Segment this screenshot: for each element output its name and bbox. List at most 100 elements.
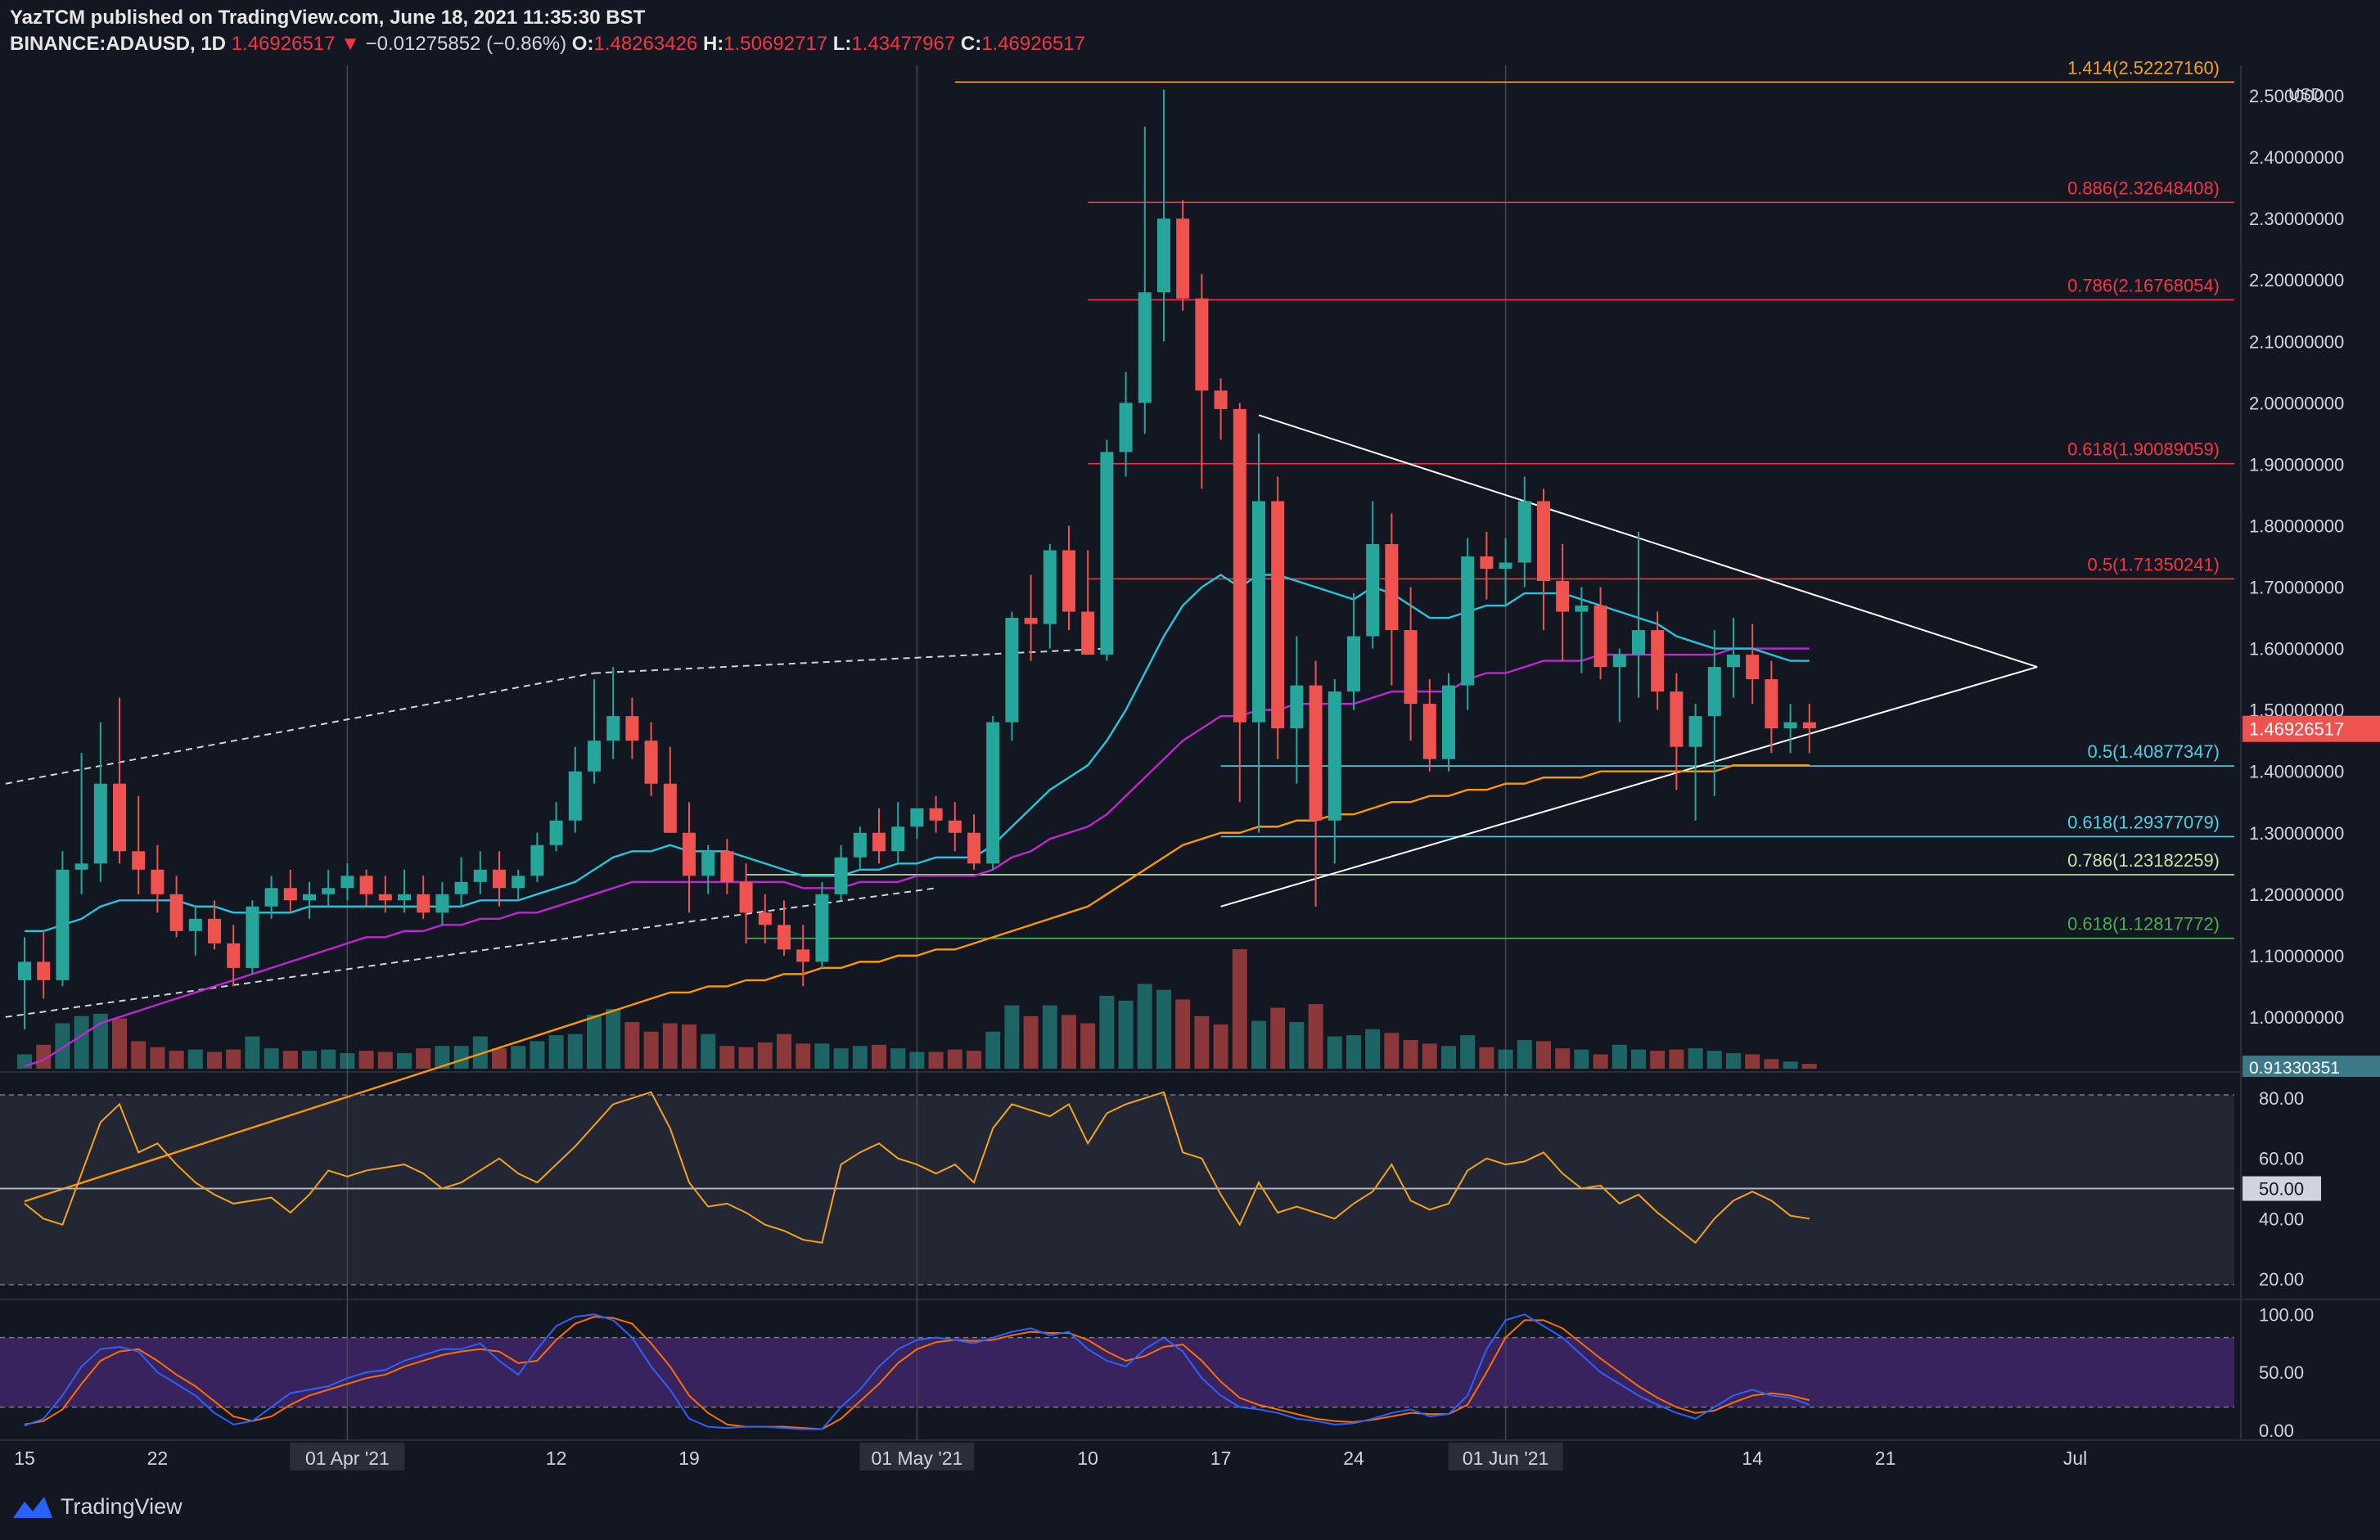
volume-bar-71 xyxy=(852,1046,868,1069)
candle-body-296 xyxy=(1575,606,1589,612)
price-tick-333: 2.20000000 xyxy=(2249,270,2344,290)
volume-bar-32 xyxy=(112,1018,127,1069)
candle-body-244 xyxy=(1081,611,1095,655)
candle-body-164 xyxy=(322,888,336,894)
stoch-d-line-354 xyxy=(24,1316,1810,1430)
volume-bar-108 xyxy=(1555,1048,1571,1069)
volume-bar-90 xyxy=(1213,1024,1228,1069)
rsi-line-345 xyxy=(24,1091,1810,1245)
volume-bar-83 xyxy=(1080,1023,1096,1069)
candle-body-302 xyxy=(1632,630,1645,655)
candle-body-206 xyxy=(720,851,734,882)
candle-body-166 xyxy=(340,876,354,889)
volume-bar-88 xyxy=(1175,999,1191,1069)
volume-bar-89 xyxy=(1194,1015,1210,1069)
candle-body-200 xyxy=(663,783,677,833)
fib-label-26: 0.618(1.12817772) xyxy=(2067,914,2220,934)
volume-bar-42 xyxy=(302,1051,317,1069)
dashed-trendline-124 xyxy=(5,936,575,1018)
price-tick-335: 2.40000000 xyxy=(2249,147,2344,168)
volume-bar-91 xyxy=(1232,949,1247,1069)
volume-bar-85 xyxy=(1118,1000,1134,1069)
volume-bar-94 xyxy=(1289,1022,1305,1069)
stoch-band-bg-1 xyxy=(0,1337,2234,1407)
volume-bar-103 xyxy=(1460,1035,1476,1069)
volume-bar-55 xyxy=(548,1035,564,1069)
price-tick-336: 2.50000000 xyxy=(2249,86,2344,106)
candle-body-264 xyxy=(1271,501,1285,729)
volume-bar-31 xyxy=(92,1013,108,1069)
candle-body-250 xyxy=(1138,292,1152,403)
volume-bar-67 xyxy=(777,1033,791,1069)
low-value: 1.43477967 xyxy=(851,33,956,55)
volume-tag-text-341: 0.91330351 xyxy=(2249,1059,2340,1078)
close-value: 1.46926517 xyxy=(981,33,1085,55)
publisher-line: YazTCM published on TradingView.com, Jun… xyxy=(10,7,646,29)
candle-body-292 xyxy=(1537,501,1550,582)
tradingview-logo[interactable]: TradingView xyxy=(11,1494,183,1520)
candle-body-312 xyxy=(1727,655,1740,668)
rsi-tick-349: 80.00 xyxy=(2259,1088,2304,1109)
candle-body-192 xyxy=(588,741,601,772)
volume-bar-36 xyxy=(187,1049,203,1069)
rsi-level-text-351: 50.00 xyxy=(2259,1179,2304,1200)
volume-bar-59 xyxy=(624,1022,640,1069)
candle-body-276 xyxy=(1385,543,1399,631)
price-change: −0.01275852 (−0.86%) xyxy=(365,33,567,55)
volume-bar-49 xyxy=(435,1046,450,1069)
candle-body-144 xyxy=(132,851,146,870)
candle-body-256 xyxy=(1195,298,1209,391)
candle-body-230 xyxy=(948,820,962,833)
candle-body-300 xyxy=(1612,655,1626,668)
volume-bar-37 xyxy=(207,1051,222,1069)
fib-label-20: 0.5(1.40877347) xyxy=(2088,741,2220,762)
volume-bar-66 xyxy=(757,1042,773,1069)
candle-body-284 xyxy=(1461,556,1475,686)
volume-bar-34 xyxy=(150,1047,165,1069)
price-tick-330: 1.90000000 xyxy=(2249,454,2344,475)
symbol-name[interactable]: BINANCE:ADAUSD, 1D xyxy=(10,33,227,55)
candle-body-152 xyxy=(208,918,221,943)
volume-bar-27 xyxy=(17,1054,32,1069)
triangle-lower-line-127 xyxy=(1220,666,2038,907)
dashed-trendline-123 xyxy=(593,647,1107,674)
volume-bar-111 xyxy=(1611,1044,1627,1069)
time-tick-362: 01 Apr '21 xyxy=(305,1448,390,1469)
volume-bar-105 xyxy=(1498,1049,1513,1069)
volume-bar-112 xyxy=(1631,1049,1646,1069)
volume-bar-29 xyxy=(55,1023,70,1069)
candle-body-182 xyxy=(493,869,506,889)
candle-body-196 xyxy=(625,716,639,741)
rsi-level-tag-350 xyxy=(2243,1176,2321,1201)
candle-body-232 xyxy=(967,832,980,864)
high-label: H: xyxy=(702,33,724,55)
candle-body-316 xyxy=(1765,679,1778,729)
candle-body-136 xyxy=(56,869,70,980)
ema100-line-128 xyxy=(24,763,1810,1203)
candle-body-168 xyxy=(359,876,373,894)
rsi-tick-348: 60.00 xyxy=(2259,1149,2304,1169)
volume-bar-82 xyxy=(1062,1015,1076,1069)
volume-bar-44 xyxy=(340,1053,355,1069)
volume-bar-98 xyxy=(1365,1029,1381,1069)
candle-body-218 xyxy=(834,857,848,894)
candle-body-204 xyxy=(701,851,715,876)
stoch-tick-356: 0.00 xyxy=(2259,1421,2294,1441)
candle-body-266 xyxy=(1290,685,1304,729)
candle-body-282 xyxy=(1442,685,1455,759)
candle-body-194 xyxy=(606,716,620,741)
rsi-tick-347: 40.00 xyxy=(2259,1209,2304,1229)
last-price-tag-338 xyxy=(2243,715,2380,742)
time-tick-364: 19 xyxy=(678,1448,700,1469)
candle-body-158 xyxy=(264,888,278,907)
volume-bar-56 xyxy=(567,1033,583,1069)
candle-body-186 xyxy=(530,844,544,876)
tradingview-brand: TradingView xyxy=(61,1494,183,1519)
candle-body-272 xyxy=(1347,636,1360,692)
volume-bar-75 xyxy=(928,1051,944,1069)
volume-bar-87 xyxy=(1156,989,1171,1069)
volume-bar-39 xyxy=(245,1036,260,1069)
candle-body-252 xyxy=(1157,218,1170,293)
volume-bar-50 xyxy=(453,1046,469,1069)
